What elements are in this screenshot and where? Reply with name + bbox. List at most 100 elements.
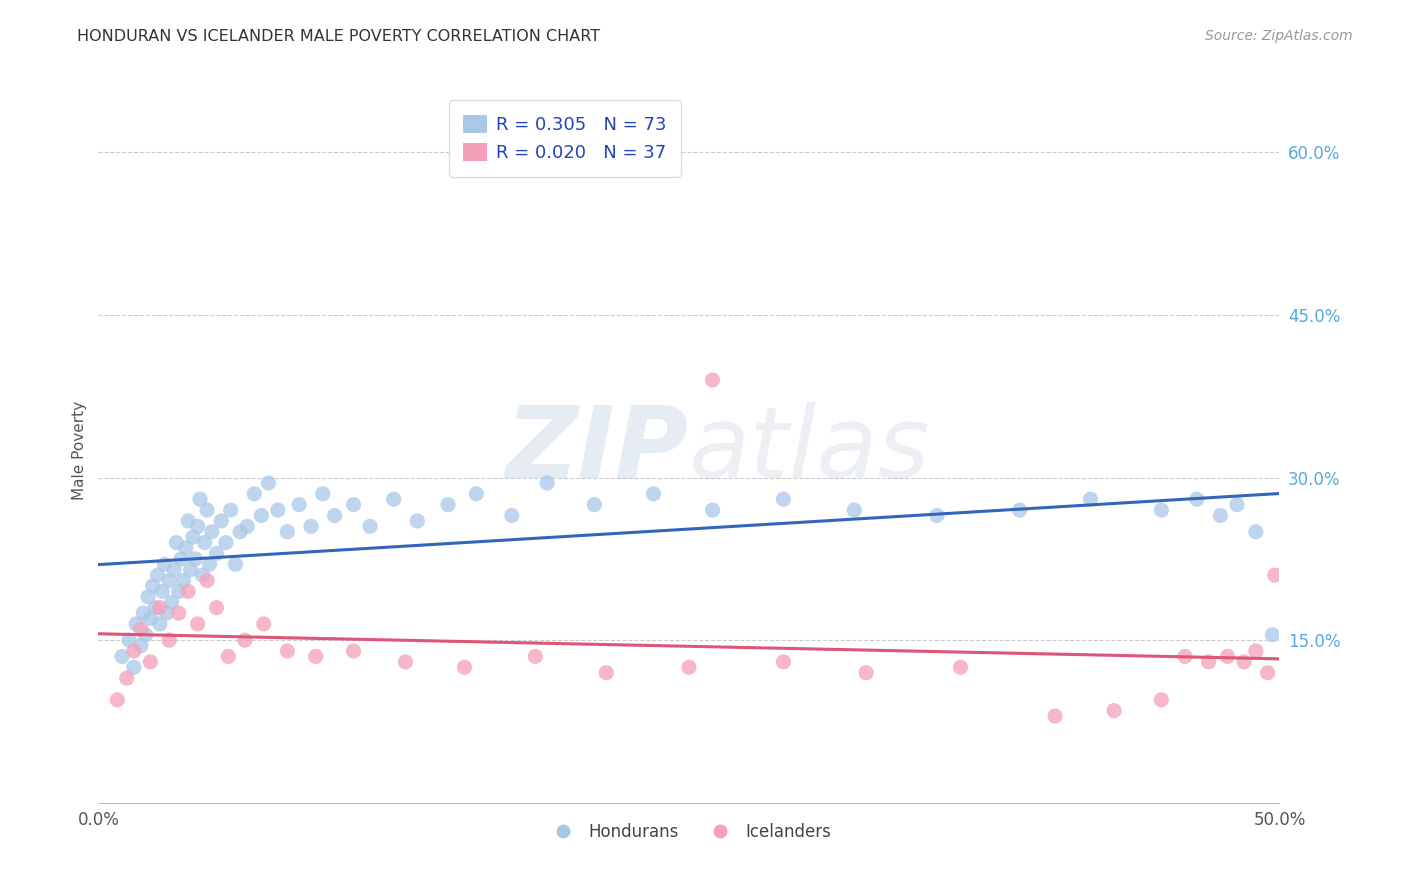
Point	[1198, 655, 1220, 669]
Point	[187, 616, 209, 631]
Point	[156, 606, 179, 620]
Text: Source: ZipAtlas.com: Source: ZipAtlas.com	[1205, 29, 1353, 43]
Point	[465, 487, 488, 501]
Point	[772, 655, 794, 669]
Point	[180, 563, 202, 577]
Point	[1257, 665, 1279, 680]
Point	[1174, 649, 1197, 664]
Point	[342, 498, 364, 512]
Point	[195, 574, 218, 588]
Point	[1216, 649, 1239, 664]
Point	[267, 503, 290, 517]
Point	[1209, 508, 1232, 523]
Point	[1185, 492, 1208, 507]
Point	[844, 503, 866, 517]
Point	[253, 616, 276, 631]
Point	[142, 579, 165, 593]
Point	[188, 492, 211, 507]
Point	[157, 633, 180, 648]
Point	[342, 644, 364, 658]
Point	[536, 475, 558, 490]
Point	[132, 606, 155, 620]
Point	[299, 519, 322, 533]
Point	[205, 600, 228, 615]
Point	[1008, 503, 1031, 517]
Point	[233, 633, 256, 648]
Text: HONDURAN VS ICELANDER MALE POVERTY CORRELATION CHART: HONDURAN VS ICELANDER MALE POVERTY CORRE…	[77, 29, 600, 44]
Point	[219, 503, 242, 517]
Point	[323, 508, 346, 523]
Point	[187, 519, 209, 533]
Point	[191, 568, 214, 582]
Point	[136, 590, 159, 604]
Point	[157, 574, 180, 588]
Point	[229, 524, 252, 539]
Point	[177, 514, 200, 528]
Point	[139, 655, 162, 669]
Point	[201, 524, 224, 539]
Point	[1080, 492, 1102, 507]
Point	[288, 498, 311, 512]
Point	[217, 649, 239, 664]
Point	[135, 628, 157, 642]
Point	[643, 487, 665, 501]
Point	[257, 475, 280, 490]
Point	[118, 633, 141, 648]
Point	[243, 487, 266, 501]
Point	[125, 616, 148, 631]
Legend: Hondurans, Icelanders: Hondurans, Icelanders	[540, 816, 838, 847]
Point	[276, 644, 298, 658]
Point	[184, 552, 207, 566]
Point	[215, 535, 238, 549]
Point	[1264, 568, 1286, 582]
Point	[437, 498, 460, 512]
Point	[139, 611, 162, 625]
Point	[177, 584, 200, 599]
Point	[195, 503, 218, 517]
Point	[453, 660, 475, 674]
Point	[250, 508, 273, 523]
Point	[949, 660, 972, 674]
Point	[149, 616, 172, 631]
Point	[172, 574, 194, 588]
Point	[170, 552, 193, 566]
Point	[312, 487, 335, 501]
Point	[1244, 524, 1267, 539]
Point	[174, 541, 197, 555]
Point	[194, 535, 217, 549]
Point	[150, 584, 173, 599]
Point	[855, 665, 877, 680]
Point	[1244, 644, 1267, 658]
Point	[122, 644, 145, 658]
Point	[129, 639, 152, 653]
Point	[153, 558, 176, 572]
Point	[165, 535, 187, 549]
Point	[595, 665, 617, 680]
Point	[678, 660, 700, 674]
Point	[122, 660, 145, 674]
Point	[224, 558, 246, 572]
Point	[1043, 709, 1066, 723]
Point	[163, 563, 186, 577]
Point	[406, 514, 429, 528]
Point	[209, 514, 232, 528]
Point	[394, 655, 416, 669]
Point	[149, 600, 172, 615]
Point	[583, 498, 606, 512]
Point	[167, 606, 190, 620]
Point	[1226, 498, 1249, 512]
Point	[702, 373, 724, 387]
Point	[1150, 693, 1173, 707]
Point	[382, 492, 405, 507]
Point	[146, 568, 169, 582]
Point	[129, 623, 152, 637]
Point	[772, 492, 794, 507]
Point	[105, 693, 128, 707]
Point	[524, 649, 547, 664]
Point	[198, 558, 221, 572]
Y-axis label: Male Poverty: Male Poverty	[72, 401, 87, 500]
Point	[1150, 503, 1173, 517]
Point	[115, 671, 138, 685]
Point	[501, 508, 523, 523]
Point	[111, 649, 134, 664]
